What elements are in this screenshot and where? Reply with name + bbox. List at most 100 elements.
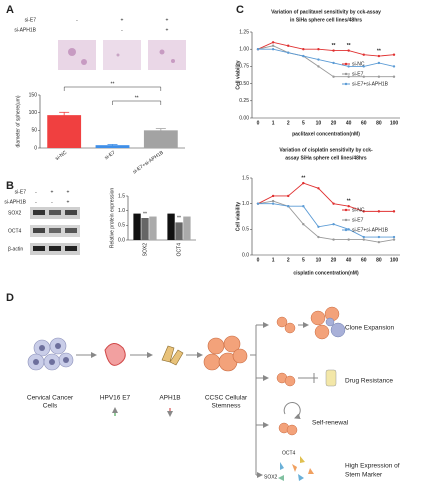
y-tick-label: 1.0 [242, 201, 249, 207]
annotation: ** [347, 199, 351, 205]
row-label: si-E7 [25, 17, 37, 23]
point [377, 61, 381, 65]
x-tick-label: 80 [376, 120, 382, 126]
ccsc-cluster [203, 335, 248, 372]
row-label: si-APH1B [4, 199, 26, 205]
node-label: Cervical Cancer [27, 395, 74, 402]
line [258, 203, 394, 238]
point [332, 61, 335, 65]
point [271, 194, 275, 198]
line [257, 200, 395, 243]
row-label: si-E7 [15, 189, 27, 195]
x-tick-label: 2 [287, 120, 290, 126]
node-label: Cells [43, 403, 58, 410]
legend-label: si-NC [352, 61, 365, 67]
line [257, 182, 394, 212]
point [271, 41, 275, 44]
x-tick-label: 10 [316, 120, 322, 126]
marker-label: SOX2 [264, 474, 278, 480]
point [392, 210, 396, 213]
x-tick-label: 80 [376, 257, 382, 263]
point [287, 205, 290, 208]
x-tick-label: 2 [287, 257, 290, 263]
band [33, 246, 45, 251]
point [377, 240, 381, 244]
x-tick-label: 1 [272, 257, 275, 263]
sign: + [121, 17, 124, 23]
annotation: ** [135, 95, 139, 101]
y-tick-label: 1.00 [239, 47, 249, 53]
point [362, 235, 365, 239]
bar [175, 222, 183, 240]
legend-marker [344, 62, 348, 66]
row-label: si-APH1B [14, 27, 36, 33]
x-tick-label: 100 [390, 120, 399, 126]
point [377, 54, 381, 58]
x-tick-label: 40 [346, 120, 352, 126]
sign: - [76, 17, 78, 23]
band [65, 210, 77, 215]
x-axis-label: paclitaxel concentration(nM) [292, 131, 360, 137]
sign: - [121, 27, 123, 33]
sign: - [51, 199, 53, 205]
point [347, 65, 350, 68]
annotation: ** [377, 48, 381, 54]
band [65, 246, 77, 251]
y-tick-label: 0.50 [239, 81, 249, 87]
panel-label: B [6, 180, 14, 192]
y-tick-label: 0.0 [118, 237, 125, 243]
point [271, 48, 275, 51]
line [257, 41, 395, 57]
sign: + [166, 17, 169, 23]
bar [143, 130, 178, 148]
legend-label: si-E7 [352, 71, 364, 77]
point [256, 202, 260, 205]
line [258, 48, 395, 67]
y-axis-label: Cell viability [235, 60, 241, 89]
y-tick-label: 50 [31, 128, 37, 134]
outcome-label: High Expression of [345, 463, 400, 470]
point [362, 65, 365, 68]
point [271, 44, 275, 47]
y-tick-label: 0.00 [239, 115, 249, 121]
y-tick-label: 0.5 [242, 227, 249, 233]
annotation: ** [143, 211, 147, 217]
point [302, 223, 305, 226]
y-tick-label: 0.0 [242, 252, 249, 258]
point [271, 202, 275, 205]
chart-title: assay SiHa sphere cell lines/48hrs [285, 155, 367, 161]
x-axis-label: cisplatin concentration(nM) [293, 270, 359, 276]
bar [95, 145, 130, 148]
y-axis-label: Relative protein expression [109, 188, 115, 249]
legend-label: si-E7+si-APH1B [352, 81, 389, 87]
point [347, 205, 350, 208]
micrographs [58, 40, 186, 70]
y-tick-label: 0.25 [239, 98, 249, 104]
x-tick-label: 60 [361, 120, 367, 126]
x-tick-label: 40 [346, 257, 352, 263]
x-tick-label: 100 [390, 257, 399, 263]
point [332, 75, 335, 78]
point [347, 75, 350, 78]
y-tick-label: 150 [29, 92, 38, 98]
blot-label: OCT4 [8, 228, 22, 234]
sign: + [67, 189, 70, 195]
point [317, 235, 320, 239]
point [332, 238, 335, 241]
point [392, 75, 396, 78]
marker-label: OCT4 [282, 450, 296, 456]
point [317, 48, 320, 51]
band [33, 228, 45, 233]
x-tick-label: 0 [257, 257, 260, 263]
point [317, 65, 320, 68]
sign: - [35, 199, 37, 205]
point [362, 210, 365, 213]
annotation: ** [177, 216, 181, 222]
outcome-label: Clone Expansion [345, 325, 395, 332]
band [33, 210, 45, 215]
diagram-shapes [27, 306, 346, 481]
legend-label: si-E7+si-APH1B [352, 227, 389, 233]
legend-marker [344, 72, 348, 76]
